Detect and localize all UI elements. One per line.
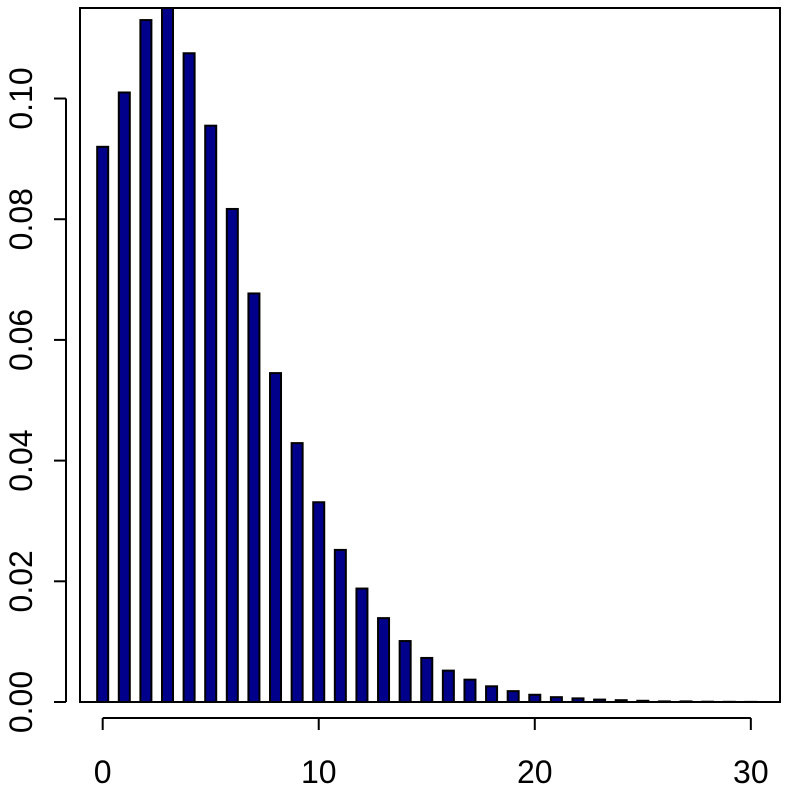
bar-19 xyxy=(506,690,520,704)
y-tick-label: 0.10 xyxy=(3,67,39,129)
y-tick-label: 0.00 xyxy=(3,671,39,733)
x-tick-label: 0 xyxy=(94,754,112,790)
x-axis: 0 10 20 30 xyxy=(94,717,769,790)
bar-15 xyxy=(420,656,434,704)
y-tick-label: 0.02 xyxy=(3,550,39,612)
bar-23 xyxy=(593,698,607,704)
x-tick-label: 30 xyxy=(733,754,769,790)
bar-22 xyxy=(571,697,585,704)
bar-20 xyxy=(528,693,542,704)
bar-5 xyxy=(204,124,218,704)
bar-4 xyxy=(182,52,196,703)
bar-25 xyxy=(636,699,650,703)
bar-16 xyxy=(441,669,455,703)
bar-9 xyxy=(290,442,304,703)
bar-26 xyxy=(657,700,671,704)
bar-21 xyxy=(549,696,563,703)
bar-18 xyxy=(485,685,499,703)
bar-11 xyxy=(333,548,347,703)
bar-2 xyxy=(139,19,153,703)
bar-12 xyxy=(355,587,369,703)
bars-group xyxy=(96,7,758,704)
bar-14 xyxy=(398,640,412,703)
bar-6 xyxy=(225,207,239,704)
bar-24 xyxy=(614,699,628,704)
bar-10 xyxy=(312,501,326,703)
bar-8 xyxy=(269,372,283,703)
x-tick-label: 20 xyxy=(517,754,553,790)
y-tick-label: 0.08 xyxy=(3,188,39,250)
bar-3 xyxy=(161,7,174,703)
y-tick-label: 0.04 xyxy=(3,429,39,491)
bar-1 xyxy=(117,91,131,704)
y-tick-label: 0.06 xyxy=(3,309,39,371)
y-axis: 0.00 0.02 0.04 0.06 0.08 0.10 xyxy=(3,67,67,733)
bar-27 xyxy=(679,700,693,704)
x-tick-label: 10 xyxy=(301,754,337,790)
bar-17 xyxy=(463,678,477,703)
bar-0 xyxy=(96,145,110,704)
bar-7 xyxy=(247,292,261,703)
bar-13 xyxy=(377,617,391,703)
